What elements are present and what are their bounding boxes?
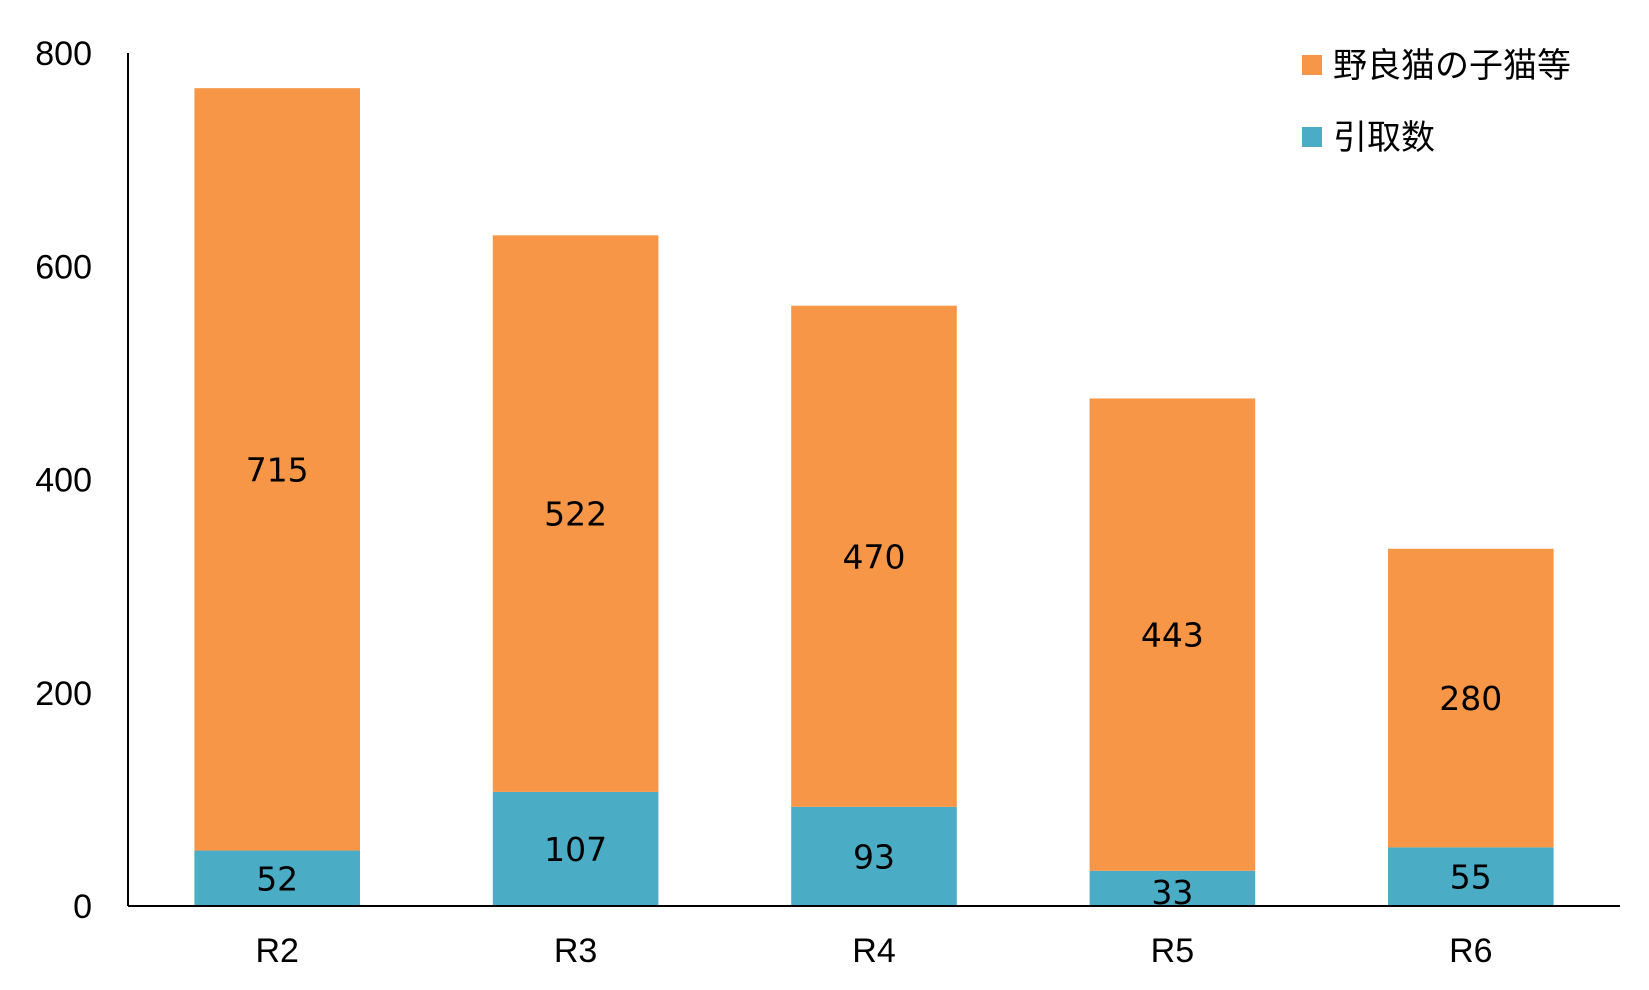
bar-segment-hikitori xyxy=(194,850,361,906)
y-tick-labels: 0 200 400 600 800 xyxy=(35,35,92,926)
axes-layer xyxy=(127,53,1620,907)
bar-segment-hikitori xyxy=(492,791,659,906)
bar-segment-hikitori xyxy=(1089,870,1256,906)
x-tick-label: R3 xyxy=(554,932,597,970)
x-tick-label: R5 xyxy=(1151,932,1194,970)
data-label: 715 xyxy=(246,450,309,489)
legend-swatch xyxy=(1302,127,1322,147)
legend-swatch xyxy=(1302,55,1322,75)
data-label: 522 xyxy=(544,495,607,534)
data-label: 470 xyxy=(843,537,906,576)
data-label: 55 xyxy=(1450,858,1492,897)
y-tick-label: 600 xyxy=(35,248,92,286)
x-tick-label: R4 xyxy=(852,932,895,970)
bar-segment-hikitori xyxy=(791,806,957,906)
bar-segment-hikitori xyxy=(1387,847,1554,906)
data-label: 443 xyxy=(1141,616,1204,655)
y-tick-label: 0 xyxy=(73,888,92,926)
data-label: 93 xyxy=(853,837,895,876)
y-tick-label: 400 xyxy=(35,462,92,500)
data-label: 280 xyxy=(1439,679,1502,718)
y-tick-label: 200 xyxy=(35,675,92,713)
bar-segment-noraneko xyxy=(194,88,361,851)
bar-segment-noraneko xyxy=(492,235,659,792)
x-tick-label: R2 xyxy=(255,932,298,970)
data-label: 52 xyxy=(256,859,298,898)
bar-segment-noraneko xyxy=(1089,398,1256,871)
bars-layer xyxy=(194,88,1554,906)
legend-label: 野良猫の子猫等 xyxy=(1333,46,1571,86)
bar-segment-noraneko xyxy=(1387,548,1554,848)
legend-label: 引取数 xyxy=(1333,118,1435,158)
x-tick-label: R6 xyxy=(1449,932,1492,970)
x-tick-labels: R2 R3 R4 R5 R6 xyxy=(255,932,1492,970)
y-tick-label: 800 xyxy=(35,35,92,73)
bar-segment-noraneko xyxy=(791,305,957,807)
data-label: 107 xyxy=(544,830,607,869)
